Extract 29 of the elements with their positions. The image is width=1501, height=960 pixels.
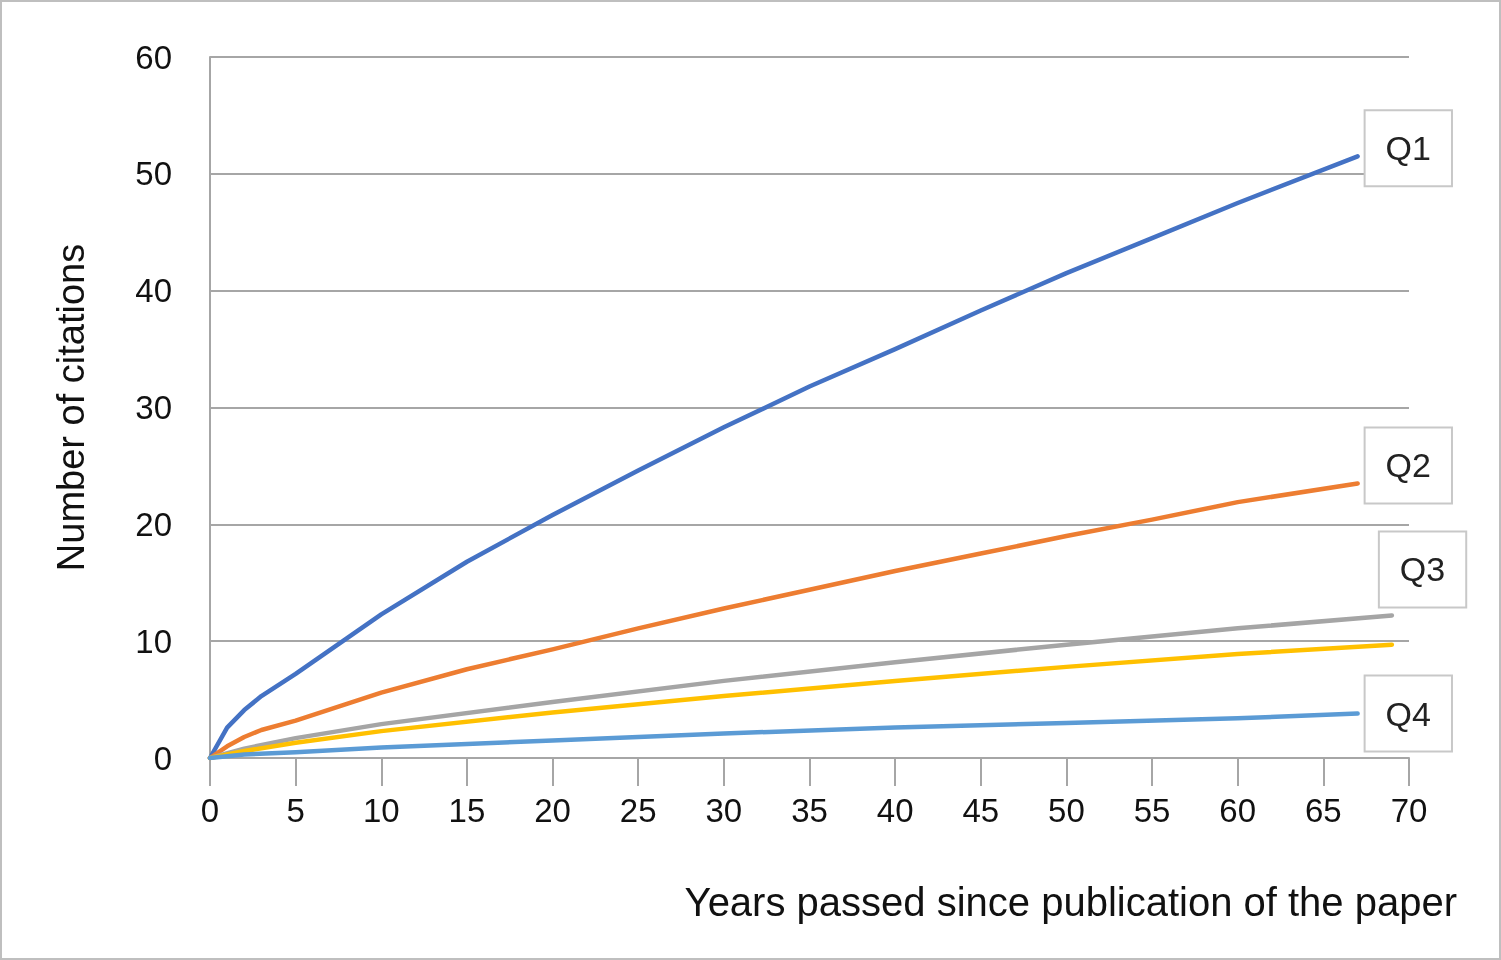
x-tick-label: 70 [1390,792,1428,829]
y-tick-label: 0 [153,739,172,777]
line-series [207,711,1360,761]
x-tick-label: 40 [876,792,914,829]
y-axis-title: Number of citations [50,243,92,572]
x-tick-label: 5 [286,792,305,829]
y-tick-label: 20 [135,505,172,543]
x-tick-label: 45 [962,792,1000,829]
x-axis-title: Years passed since publication of the paper [684,880,1458,924]
x-tick-label: 10 [362,792,400,829]
series-label: Q1 [1385,129,1431,168]
y-tick-label: 40 [135,272,172,310]
y-tick-label: 10 [135,622,172,660]
x-tick-label: 0 [200,792,220,829]
x-tick-label: 30 [705,792,743,829]
x-tick-label: 15 [448,792,486,829]
x-tick-label: 35 [791,792,828,829]
x-tick-label: 55 [1133,792,1171,829]
x-tick-label: 65 [1305,792,1342,829]
x-tick-label: 25 [619,792,657,829]
series-label: Q2 [1385,446,1431,485]
series-label: Q3 [1399,550,1446,589]
series-label: Q4 [1385,694,1431,733]
x-tick-label: 50 [1048,792,1085,829]
x-tick-label: 60 [1219,792,1257,829]
y-tick-label: 50 [135,155,172,193]
y-tick-label: 60 [135,38,172,76]
x-tick-label: 20 [534,792,571,829]
y-tick-label: 30 [135,389,172,426]
